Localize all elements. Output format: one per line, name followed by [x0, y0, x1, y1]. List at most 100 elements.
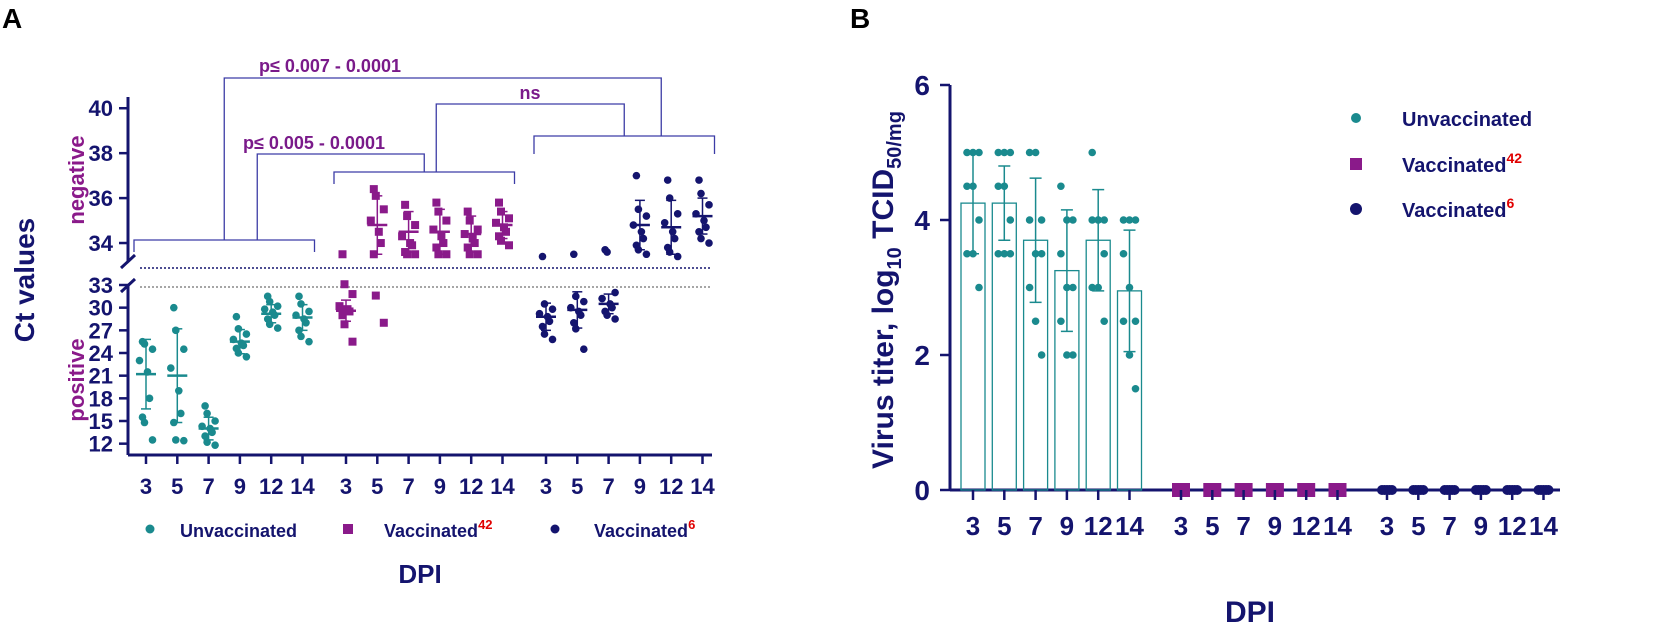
data-point-vaccinated42 — [465, 250, 474, 259]
data-point-unvaccinated — [167, 364, 175, 372]
sig-bracket-unvac-vs-vac6 — [223, 77, 662, 240]
data-point-vaccinated42 — [369, 185, 378, 194]
data-point-unvaccinated — [177, 409, 185, 418]
data-point-unvaccinated — [175, 386, 183, 395]
data-point-unvaccinated — [963, 182, 971, 191]
data-point-vaccinated42 — [434, 207, 443, 216]
panel-a: A Ct values negative positive 3436384012… — [2, 3, 715, 589]
data-point-unvaccinated — [1031, 317, 1040, 326]
data-point-unvaccinated — [1000, 249, 1009, 258]
sig-label-unvac-vs-vac42: p≤ 0.005 - 0.0001 — [243, 133, 385, 153]
legend-label-vaccinated42: Vaccinated42 — [384, 517, 493, 541]
data-point-unvaccinated — [265, 320, 274, 329]
data-point-unvaccinated — [1025, 216, 1034, 224]
data-point-vaccinated42 — [442, 250, 451, 259]
data-point-unvaccinated — [203, 409, 211, 418]
y-tick-label: 33 — [89, 273, 113, 298]
x-tick-label: 7 — [402, 474, 414, 499]
data-point-vaccinated6 — [642, 212, 651, 220]
data-point-vaccinated6 — [1387, 485, 1397, 495]
data-point-vaccinated42 — [463, 207, 472, 216]
data-point-vaccinated6 — [642, 250, 651, 259]
data-point-vaccinated42 — [470, 239, 479, 248]
data-point-unvaccinated — [1057, 249, 1065, 258]
y-tick-label: 24 — [89, 341, 114, 366]
data-point-vaccinated42 — [502, 227, 510, 236]
data-point-unvaccinated — [305, 337, 313, 346]
data-point-unvaccinated — [234, 325, 243, 333]
data-point-unvaccinated — [1125, 216, 1134, 224]
data-point-vaccinated6 — [663, 176, 672, 184]
x-tick-label: 5 — [371, 474, 383, 499]
panel-a-x-ticks: 3 5 7 9 12 14 3 5 7 9 12 14 3 5 7 9 12 14 — [140, 455, 715, 499]
data-point-unvaccinated — [297, 300, 305, 308]
x-tick-label: 12 — [1084, 511, 1113, 541]
data-point-vaccinated42 — [505, 241, 513, 250]
data-point-vaccinated42 — [374, 227, 383, 236]
legend-label-unvaccinated: Unvaccinated — [180, 521, 297, 541]
data-point-vaccinated42 — [497, 207, 505, 216]
panel-b-y-ticks: 0 2 4 6 — [914, 70, 950, 506]
data-point-unvaccinated — [975, 216, 983, 224]
data-point-vaccinated6 — [702, 223, 710, 232]
data-point-vaccinated42 — [338, 250, 347, 259]
data-point-vaccinated42 — [366, 216, 375, 225]
ylabel-sub: 50/mg — [884, 111, 906, 169]
data-point-vaccinated42 — [465, 216, 474, 225]
y-tick-label: 27 — [89, 318, 113, 343]
panel-b-ylabel: Virus titer, log10 TCID50/mg — [867, 111, 906, 469]
data-point-vaccinated42 — [437, 232, 446, 241]
group-bracket-vaccinated42 — [333, 171, 516, 184]
data-point-vaccinated6 — [567, 303, 575, 312]
data-point-unvaccinated — [140, 340, 149, 348]
sig-label-unvac-vs-vac6: p≤ 0.007 - 0.0001 — [259, 56, 401, 76]
data-point-unvaccinated — [297, 332, 305, 341]
data-point-unvaccinated — [1088, 283, 1096, 292]
data-point-unvaccinated — [172, 326, 180, 335]
data-point-vaccinated6 — [673, 252, 682, 261]
data-point-unvaccinated — [148, 436, 157, 444]
data-point-unvaccinated — [203, 438, 211, 446]
data-point-unvaccinated — [208, 428, 216, 437]
data-point-vaccinated6 — [697, 234, 705, 243]
data-point-vaccinated6 — [540, 300, 549, 308]
data-point-unvaccinated — [1100, 249, 1108, 258]
data-point-unvaccinated — [1006, 216, 1015, 224]
data-point-vaccinated6 — [603, 311, 611, 320]
panel-b-x-ticks: 3 5 7 9 12 14 3 5 7 9 12 14 3 5 7 9 12 14 — [966, 490, 1558, 541]
data-point-unvaccinated — [232, 312, 241, 321]
data-point-vaccinated6 — [1449, 485, 1460, 495]
data-point-unvaccinated — [1057, 182, 1065, 191]
data-point-unvaccinated — [969, 249, 977, 258]
data-point-vaccinated42 — [345, 307, 354, 316]
data-point-vaccinated6 — [695, 176, 703, 184]
legend-vaccinated6-sup: 6 — [688, 517, 695, 532]
data-point-vaccinated6 — [538, 252, 547, 261]
data-point-unvaccinated — [975, 283, 983, 292]
panel-b-xlabel: DPI — [1225, 596, 1275, 629]
data-point-unvaccinated — [1006, 148, 1015, 157]
legend-b-vaccinated42-sup: 42 — [1507, 150, 1523, 166]
data-point-vaccinated42 — [379, 205, 388, 214]
data-point-vaccinated42 — [403, 212, 412, 221]
legend-b-label-unvaccinated: Unvaccinated — [1402, 109, 1532, 131]
data-point-vaccinated6 — [608, 303, 616, 312]
data-point-vaccinated6 — [637, 227, 646, 236]
y-tick-label: 34 — [89, 231, 114, 256]
x-tick-label: 9 — [434, 474, 446, 499]
panel-b-label: B — [850, 3, 870, 34]
x-tick-label: 5 — [997, 511, 1011, 541]
data-point-vaccinated42 — [348, 290, 357, 299]
data-point-unvaccinated — [295, 292, 303, 301]
data-point-unvaccinated — [1037, 216, 1046, 224]
x-tick-label: 3 — [340, 474, 352, 499]
data-point-vaccinated42 — [505, 214, 513, 223]
data-point-vaccinated6 — [632, 171, 641, 180]
sig-bracket-vac42-vs-vac6 — [435, 103, 625, 172]
data-point-unvaccinated — [295, 326, 303, 335]
data-point-vaccinated6 — [705, 239, 713, 247]
data-point-vaccinated6 — [603, 248, 611, 256]
data-point-vaccinated6 — [665, 194, 674, 202]
